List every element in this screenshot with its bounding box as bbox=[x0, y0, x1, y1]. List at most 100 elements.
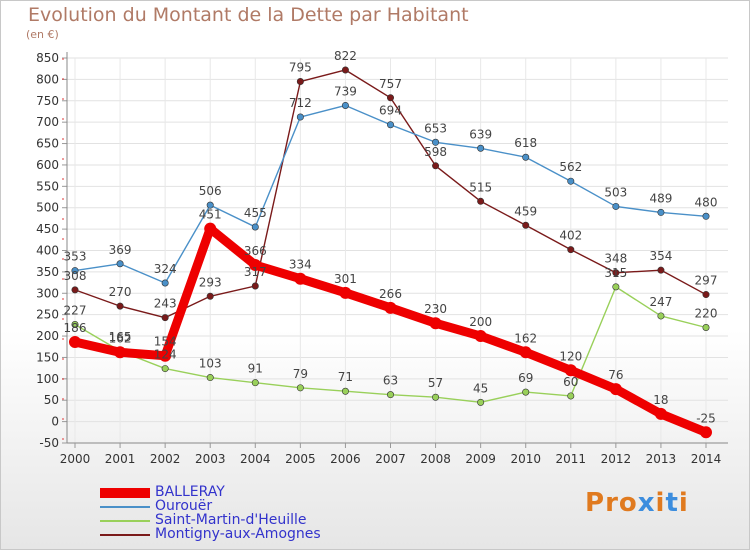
data-point bbox=[71, 321, 79, 329]
data-point bbox=[341, 101, 349, 109]
x-tick-label: 2008 bbox=[420, 452, 451, 466]
logo-letter: x bbox=[637, 488, 656, 518]
y-tick-label: 100 bbox=[36, 372, 59, 386]
data-point bbox=[522, 153, 530, 161]
data-label: 317 bbox=[244, 265, 267, 279]
data-point bbox=[249, 259, 262, 272]
x-tick-label: 2014 bbox=[691, 452, 722, 466]
data-label: 69 bbox=[518, 371, 533, 385]
data-label: 694 bbox=[379, 104, 402, 118]
data-label: 230 bbox=[424, 302, 447, 316]
data-point bbox=[429, 317, 442, 330]
data-point bbox=[612, 269, 620, 277]
data-label: -25 bbox=[696, 411, 716, 425]
data-point bbox=[567, 177, 575, 185]
data-point bbox=[702, 212, 710, 220]
y-tick-label: 350 bbox=[36, 265, 59, 279]
data-label: 353 bbox=[64, 250, 87, 264]
data-label: 227 bbox=[64, 304, 87, 318]
data-point bbox=[341, 387, 349, 395]
data-point bbox=[700, 426, 712, 439]
data-point bbox=[567, 392, 575, 400]
y-tick-label: 450 bbox=[36, 222, 59, 236]
data-point bbox=[612, 202, 620, 210]
data-point bbox=[474, 330, 487, 343]
y-tick-label: 50 bbox=[44, 393, 59, 407]
y-tick-label: 500 bbox=[36, 201, 59, 215]
data-point bbox=[522, 388, 530, 396]
data-point bbox=[477, 144, 485, 152]
data-point bbox=[702, 323, 710, 331]
data-label: 515 bbox=[469, 180, 492, 194]
data-label: 315 bbox=[604, 266, 627, 280]
data-point bbox=[296, 113, 304, 121]
data-point bbox=[657, 266, 665, 274]
data-label: 506 bbox=[199, 184, 222, 198]
x-tick-label: 2000 bbox=[60, 452, 91, 466]
data-label: 455 bbox=[244, 206, 267, 220]
data-point bbox=[341, 66, 349, 74]
data-label: 480 bbox=[695, 195, 718, 209]
data-label: 451 bbox=[199, 208, 222, 222]
data-point bbox=[432, 138, 440, 146]
x-tick-label: 2002 bbox=[150, 452, 181, 466]
x-tick-label: 2005 bbox=[285, 452, 316, 466]
data-label: 348 bbox=[604, 252, 627, 266]
data-point bbox=[567, 246, 575, 254]
data-label: 165 bbox=[109, 330, 132, 344]
logo-letter: P bbox=[585, 488, 606, 518]
logo-letter: r bbox=[605, 488, 619, 518]
data-point bbox=[206, 374, 214, 382]
data-label: 120 bbox=[559, 349, 582, 363]
y-tick-label: 400 bbox=[36, 244, 59, 258]
data-label: 91 bbox=[248, 362, 263, 376]
data-point bbox=[432, 162, 440, 170]
x-tick-label: 2003 bbox=[195, 452, 226, 466]
data-point bbox=[522, 221, 530, 229]
data-label: 739 bbox=[334, 84, 357, 98]
data-point bbox=[71, 267, 79, 275]
y-tick-label: -50 bbox=[39, 436, 59, 450]
data-point bbox=[69, 336, 81, 349]
data-point bbox=[612, 283, 620, 291]
x-tick-label: 2009 bbox=[465, 452, 496, 466]
data-point bbox=[609, 383, 622, 396]
y-tick-label: 300 bbox=[36, 286, 59, 300]
data-point bbox=[114, 346, 127, 359]
x-tick-label: 2013 bbox=[646, 452, 677, 466]
data-point bbox=[161, 314, 169, 322]
data-point bbox=[294, 272, 307, 285]
y-tick-label: 550 bbox=[36, 179, 59, 193]
data-label: 247 bbox=[649, 295, 672, 309]
data-label: 293 bbox=[199, 275, 222, 289]
data-point bbox=[657, 208, 665, 216]
data-point bbox=[386, 391, 394, 399]
data-point bbox=[654, 407, 667, 420]
x-tick-label: 2007 bbox=[375, 452, 406, 466]
data-label: 45 bbox=[473, 381, 488, 395]
data-label: 266 bbox=[379, 287, 402, 301]
x-tick-label: 2012 bbox=[601, 452, 632, 466]
data-label: 562 bbox=[559, 160, 582, 174]
data-point bbox=[477, 197, 485, 205]
data-label: 639 bbox=[469, 127, 492, 141]
data-point bbox=[251, 223, 259, 231]
legend-label: Ourouër bbox=[155, 498, 213, 514]
y-tick-label: 750 bbox=[36, 94, 59, 108]
data-label: 18 bbox=[653, 393, 668, 407]
data-point bbox=[432, 393, 440, 401]
data-point bbox=[519, 346, 532, 359]
data-label: 366 bbox=[244, 244, 267, 258]
data-label: 220 bbox=[695, 307, 718, 321]
logo-letter: o bbox=[618, 488, 638, 518]
x-tick-label: 2011 bbox=[556, 452, 587, 466]
data-point bbox=[384, 301, 397, 314]
data-point bbox=[386, 94, 394, 102]
data-label: 598 bbox=[424, 145, 447, 159]
data-label: 308 bbox=[64, 269, 87, 283]
y-tick-label: 0 bbox=[51, 415, 59, 429]
data-point bbox=[204, 222, 217, 235]
data-label: 200 bbox=[469, 315, 492, 329]
data-label: 124 bbox=[154, 348, 177, 362]
